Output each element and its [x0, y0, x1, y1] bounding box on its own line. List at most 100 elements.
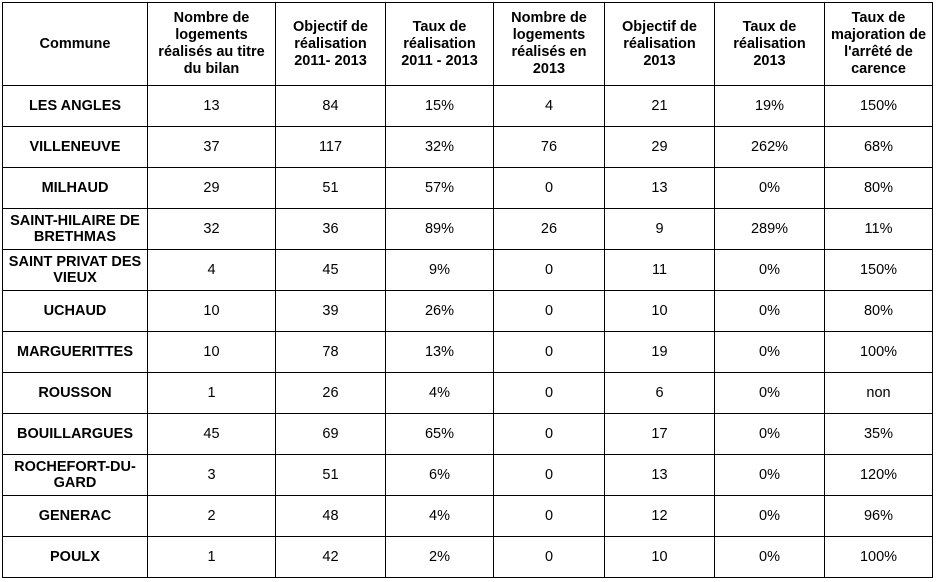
- table-row: SAINT PRIVAT DES VIEUX 4 45 9% 0 11 0% 1…: [2, 249, 933, 291]
- table-row: UCHAUD 10 39 26% 0 10 0% 80%: [2, 290, 933, 332]
- table-cell: 0%: [714, 413, 825, 455]
- table-cell: 11: [604, 249, 715, 291]
- table-cell: 26%: [385, 290, 494, 332]
- table-row: MARGUERITTES 10 78 13% 0 19 0% 100%: [2, 331, 933, 373]
- header-taux-2013: Taux de réalisation 2013: [714, 2, 825, 86]
- table-cell: non: [824, 372, 933, 414]
- table-cell: 9%: [385, 249, 494, 291]
- table-cell: 89%: [385, 208, 494, 250]
- table-cell: 0: [493, 331, 605, 373]
- table-row: VILLENEUVE 37 117 32% 76 29 262% 68%: [2, 126, 933, 168]
- table-cell: 51: [275, 454, 386, 496]
- table-cell: 0%: [714, 536, 825, 578]
- table-cell: 84: [275, 85, 386, 127]
- table-cell: 150%: [824, 249, 933, 291]
- table-cell: 45: [147, 413, 276, 455]
- table-row: ROUSSON 1 26 4% 0 6 0% non: [2, 372, 933, 414]
- commune-cell: MILHAUD: [2, 167, 148, 209]
- table-row: MILHAUD 29 51 57% 0 13 0% 80%: [2, 167, 933, 209]
- table-cell: 0: [493, 290, 605, 332]
- table-cell: 0: [493, 372, 605, 414]
- table-cell: 150%: [824, 85, 933, 127]
- table-cell: 4%: [385, 372, 494, 414]
- table-cell: 57%: [385, 167, 494, 209]
- table-cell: 35%: [824, 413, 933, 455]
- table-cell: 15%: [385, 85, 494, 127]
- table-cell: 76: [493, 126, 605, 168]
- table-cell: 262%: [714, 126, 825, 168]
- table-cell: 11%: [824, 208, 933, 250]
- header-commune: Commune: [2, 2, 148, 86]
- table-cell: 0%: [714, 454, 825, 496]
- table-cell: 289%: [714, 208, 825, 250]
- commune-cell: ROUSSON: [2, 372, 148, 414]
- table-row: POULX 1 42 2% 0 10 0% 100%: [2, 536, 933, 578]
- table-cell: 80%: [824, 290, 933, 332]
- table-cell: 21: [604, 85, 715, 127]
- table-cell: 120%: [824, 454, 933, 496]
- header-logements-bilan: Nombre de logements réalisés au titre du…: [147, 2, 276, 86]
- table-cell: 13: [604, 167, 715, 209]
- table-cell: 1: [147, 536, 276, 578]
- table-cell: 42: [275, 536, 386, 578]
- commune-cell: MARGUERITTES: [2, 331, 148, 373]
- table-cell: 0%: [714, 167, 825, 209]
- table-cell: 2: [147, 495, 276, 537]
- table-cell: 10: [147, 331, 276, 373]
- header-taux-majoration: Taux de majoration de l'arrêté de carenc…: [824, 2, 933, 86]
- table-cell: 0%: [714, 495, 825, 537]
- table-cell: 96%: [824, 495, 933, 537]
- table-cell: 37: [147, 126, 276, 168]
- table-cell: 10: [604, 536, 715, 578]
- table-cell: 117: [275, 126, 386, 168]
- table-cell: 13: [147, 85, 276, 127]
- table-cell: 2%: [385, 536, 494, 578]
- table-row: ROCHEFORT-DU-GARD 3 51 6% 0 13 0% 120%: [2, 454, 933, 496]
- table-cell: 0%: [714, 331, 825, 373]
- table-cell: 6%: [385, 454, 494, 496]
- commune-cell: ROCHEFORT-DU-GARD: [2, 454, 148, 496]
- table-cell: 4: [147, 249, 276, 291]
- table-cell: 4: [493, 85, 605, 127]
- header-logements-2013: Nombre de logements réalisés en 2013: [493, 2, 605, 86]
- table-cell: 69: [275, 413, 386, 455]
- table-cell: 0: [493, 495, 605, 537]
- table-cell: 0: [493, 536, 605, 578]
- table-cell: 0: [493, 413, 605, 455]
- header-taux-2011-2013: Taux de réalisation 2011 - 2013: [385, 2, 494, 86]
- table-row: BOUILLARGUES 45 69 65% 0 17 0% 35%: [2, 413, 933, 455]
- commune-cell: UCHAUD: [2, 290, 148, 332]
- commune-cell: POULX: [2, 536, 148, 578]
- commune-cell: SAINT PRIVAT DES VIEUX: [2, 249, 148, 291]
- table-cell: 100%: [824, 331, 933, 373]
- table-cell: 78: [275, 331, 386, 373]
- table-cell: 10: [147, 290, 276, 332]
- table-cell: 51: [275, 167, 386, 209]
- table-cell: 13%: [385, 331, 494, 373]
- table-cell: 19%: [714, 85, 825, 127]
- table-cell: 19: [604, 331, 715, 373]
- table-row: LES ANGLES 13 84 15% 4 21 19% 150%: [2, 85, 933, 127]
- table-cell: 80%: [824, 167, 933, 209]
- table-cell: 6: [604, 372, 715, 414]
- table-cell: 45: [275, 249, 386, 291]
- header-objectif-2011-2013: Objectif de réalisation 2011- 2013: [275, 2, 386, 86]
- table-cell: 39: [275, 290, 386, 332]
- table-header-row: Commune Nombre de logements réalisés au …: [2, 2, 933, 86]
- commune-cell: BOUILLARGUES: [2, 413, 148, 455]
- table-row: GENERAC 2 48 4% 0 12 0% 96%: [2, 495, 933, 537]
- table-cell: 0%: [714, 249, 825, 291]
- table-cell: 68%: [824, 126, 933, 168]
- table-cell: 29: [147, 167, 276, 209]
- table-cell: 13: [604, 454, 715, 496]
- commune-cell: LES ANGLES: [2, 85, 148, 127]
- commune-cell: VILLENEUVE: [2, 126, 148, 168]
- table-cell: 17: [604, 413, 715, 455]
- table-cell: 32%: [385, 126, 494, 168]
- table-cell: 0%: [714, 372, 825, 414]
- table-cell: 0: [493, 167, 605, 209]
- table-cell: 65%: [385, 413, 494, 455]
- table-row: SAINT-HILAIRE DE BRETHMAS 32 36 89% 26 9…: [2, 208, 933, 250]
- table-cell: 3: [147, 454, 276, 496]
